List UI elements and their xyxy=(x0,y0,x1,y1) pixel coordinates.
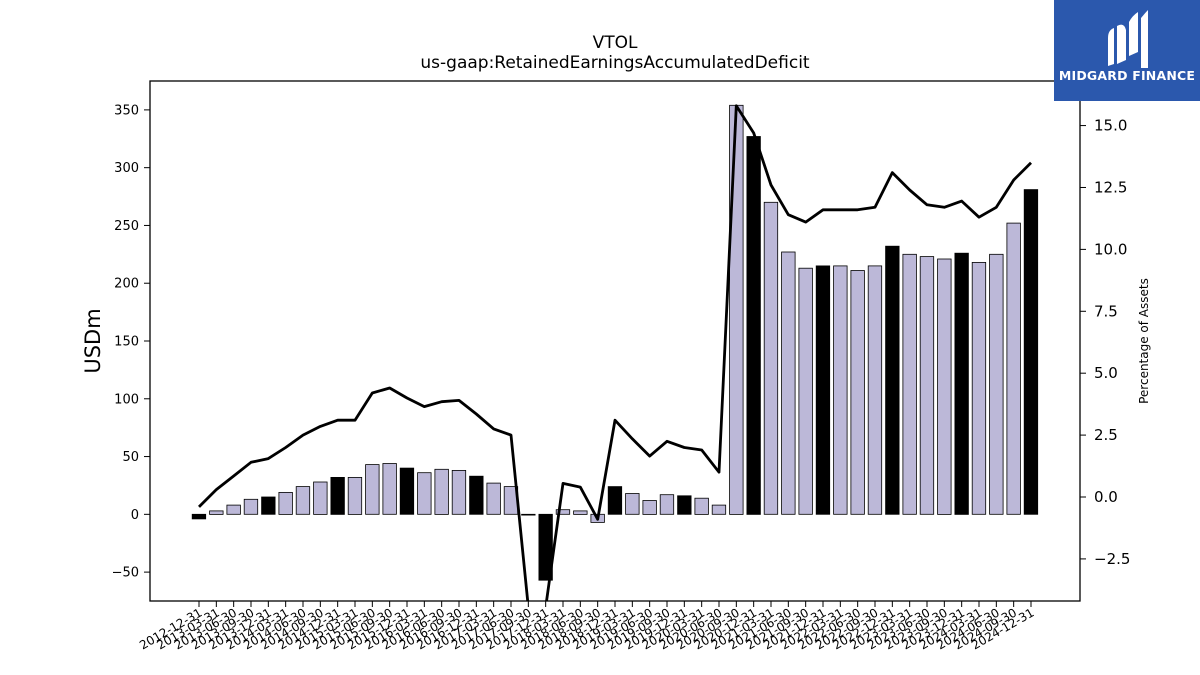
bar xyxy=(261,496,276,515)
percentage-line xyxy=(198,104,1032,601)
y2-tick-label: 5.0 xyxy=(1094,364,1118,382)
y-tick-label: −50 xyxy=(112,566,139,581)
bar xyxy=(885,245,900,515)
y2-axis-label: Percentage of Assets xyxy=(1137,278,1151,404)
y2-tick-label: −2.5 xyxy=(1094,550,1130,568)
bar xyxy=(919,256,935,515)
bar xyxy=(746,136,761,515)
bar xyxy=(295,486,311,515)
y-tick-label: 250 xyxy=(114,219,139,234)
y-axis-left: −50 0 50 100 150 200 250 300 350 xyxy=(112,103,150,581)
logo-mark-icon xyxy=(1108,10,1148,68)
bar xyxy=(850,270,865,515)
bar xyxy=(209,510,224,515)
bar xyxy=(330,476,345,515)
bar xyxy=(469,475,484,515)
bar xyxy=(763,201,779,515)
bar xyxy=(1006,222,1021,515)
bar xyxy=(417,472,432,515)
bar xyxy=(607,486,623,515)
bar xyxy=(781,251,796,515)
bar xyxy=(382,463,397,515)
y-tick-label: 150 xyxy=(114,335,139,350)
y2-tick-label: 0.0 xyxy=(1094,488,1118,506)
bar xyxy=(434,468,449,515)
bar xyxy=(989,253,1004,515)
bar xyxy=(399,467,415,515)
bar xyxy=(486,482,501,515)
bar xyxy=(555,509,571,515)
bar xyxy=(954,252,969,515)
bar xyxy=(867,265,883,515)
bar xyxy=(833,265,848,515)
y-tick-label: 300 xyxy=(114,161,139,176)
bar xyxy=(365,464,380,515)
chart-subtitle: us-gaap:RetainedEarningsAccumulatedDefic… xyxy=(420,53,810,73)
bar xyxy=(313,481,328,515)
y-tick-label: 200 xyxy=(114,277,139,292)
midgard-finance-logo: MIDGARD FINANCE xyxy=(1054,0,1200,101)
y-tick-label: 50 xyxy=(122,450,139,465)
y2-tick-label: 7.5 xyxy=(1094,302,1118,320)
bar xyxy=(971,261,987,515)
bar xyxy=(815,265,831,515)
bar xyxy=(711,504,727,515)
y2-tick-label: 15.0 xyxy=(1094,117,1127,135)
bar xyxy=(937,258,952,515)
bar xyxy=(659,494,675,515)
y-tick-label: 100 xyxy=(114,392,139,407)
bar xyxy=(191,513,207,520)
y-axis-label: USDm xyxy=(81,308,105,373)
y2-tick-label: 2.5 xyxy=(1094,426,1118,444)
y-tick-label: 350 xyxy=(114,103,139,118)
bar xyxy=(278,491,293,515)
bar xyxy=(226,504,241,515)
x-axis: 2012-12-312013-03-312013-06-302013-09-30… xyxy=(137,601,1037,652)
bar xyxy=(642,500,657,515)
bar xyxy=(625,493,640,515)
bar xyxy=(451,469,467,515)
bar xyxy=(729,104,744,515)
bar xyxy=(521,513,536,516)
y2-tick-label: 10.0 xyxy=(1094,240,1127,258)
y2-tick-label: 12.5 xyxy=(1094,178,1127,196)
bar xyxy=(694,497,709,515)
logo-text: MIDGARD FINANCE xyxy=(1058,68,1196,83)
y-axis-right: −2.5 0.0 2.5 5.0 7.5 10.0 12.5 15.0 xyxy=(1080,117,1130,568)
bar xyxy=(538,513,553,581)
chart-title: VTOL xyxy=(593,33,638,53)
bar xyxy=(347,476,363,515)
bar-series xyxy=(191,104,1039,581)
bar xyxy=(1023,189,1039,515)
bar xyxy=(798,267,813,515)
bar xyxy=(243,498,259,515)
bar xyxy=(573,510,588,515)
bar xyxy=(902,253,917,515)
y-tick-label: 0 xyxy=(131,508,139,523)
bar xyxy=(677,495,692,515)
